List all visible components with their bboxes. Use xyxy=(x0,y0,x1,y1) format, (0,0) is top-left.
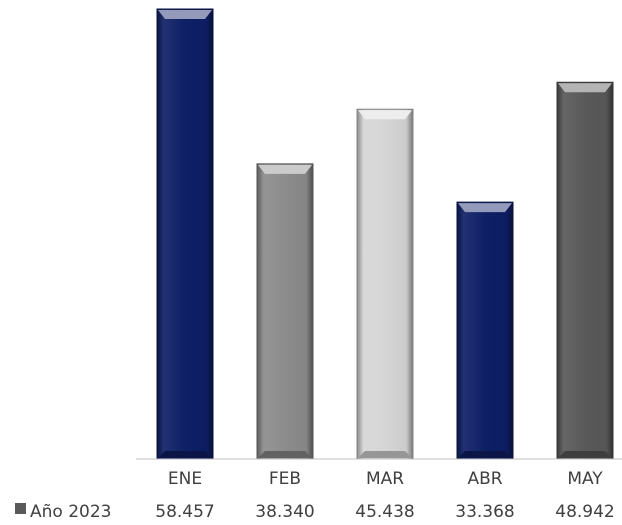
x-tick-label-abr: ABR xyxy=(467,469,502,489)
bar-top-bevel xyxy=(558,83,612,93)
legend-marker xyxy=(15,503,26,514)
bar-bottom-bevel xyxy=(558,451,612,458)
bar-may xyxy=(556,81,614,460)
value-label-abr: 33.368 xyxy=(455,502,514,522)
legend-series-label: Año 2023 xyxy=(30,502,111,522)
x-tick-label-feb: FEB xyxy=(269,469,301,489)
bar-bottom-bevel xyxy=(158,451,212,458)
bar-body xyxy=(556,81,614,460)
x-tick-label-mar: MAR xyxy=(366,469,404,489)
x-tick-label-ene: ENE xyxy=(168,469,202,489)
value-label-feb: 38.340 xyxy=(255,502,314,522)
bar-top-bevel xyxy=(258,164,312,174)
bar-body xyxy=(156,8,214,460)
bar-body xyxy=(456,201,514,460)
bar-bottom-bevel xyxy=(258,451,312,458)
bar-top-bevel xyxy=(158,10,212,19)
bar-mar xyxy=(356,108,414,460)
value-label-may: 48.942 xyxy=(555,502,614,522)
bar-abr xyxy=(456,201,514,460)
value-label-ene: 58.457 xyxy=(155,502,214,522)
bar-body xyxy=(356,108,414,460)
bar-bottom-bevel xyxy=(458,451,512,458)
bar-feb xyxy=(256,163,314,460)
bar-body xyxy=(256,163,314,460)
bar-bottom-bevel xyxy=(358,451,412,458)
x-tick-label-may: MAY xyxy=(567,469,603,489)
bar-top-bevel xyxy=(358,110,412,120)
value-label-mar: 45.438 xyxy=(355,502,414,522)
data-table-legend: Año 2023 xyxy=(15,502,111,522)
data-table-values: 58.457 38.340 45.438 33.368 48.942 xyxy=(155,502,614,522)
bar-top-bevel xyxy=(458,203,512,213)
bars-layer xyxy=(156,8,614,460)
bar-ene xyxy=(156,8,214,460)
x-tick-labels: ENE FEB MAR ABR MAY xyxy=(168,469,603,489)
